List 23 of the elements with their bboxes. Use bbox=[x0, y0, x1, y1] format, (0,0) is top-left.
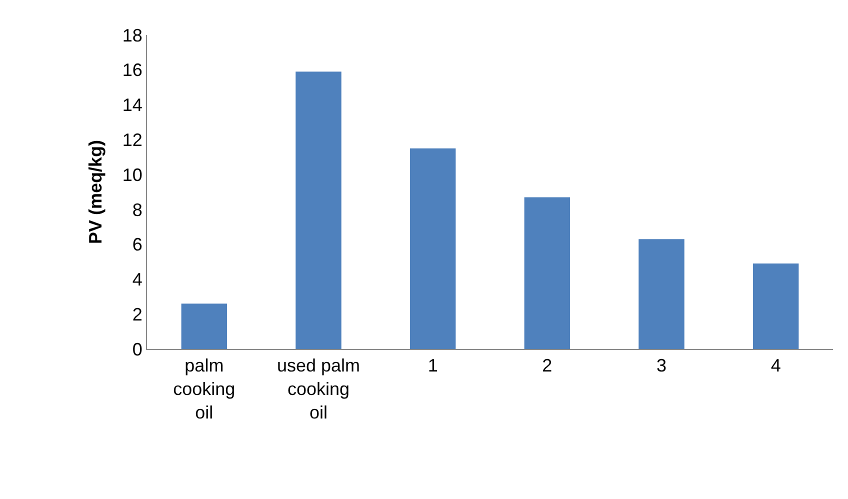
x-tick-label: palm cooking oil bbox=[173, 356, 236, 422]
bar bbox=[752, 264, 799, 349]
bar bbox=[410, 148, 456, 349]
y-tick-label: 18 bbox=[122, 25, 142, 46]
y-tick-label: 2 bbox=[132, 304, 142, 324]
bar bbox=[638, 239, 684, 349]
y-tick-label: 12 bbox=[122, 130, 142, 150]
bar bbox=[296, 72, 342, 349]
y-tick-label: 8 bbox=[132, 200, 142, 220]
y-tick-label: 6 bbox=[132, 234, 142, 255]
y-tick-label: 10 bbox=[122, 164, 142, 185]
y-tick-label: 0 bbox=[132, 339, 142, 360]
y-tick-label: 16 bbox=[122, 60, 142, 80]
x-tick-label: used palm cooking oil bbox=[276, 356, 360, 422]
y-tick-label: 4 bbox=[132, 270, 142, 290]
y-axis-title: PV (meq/kg) bbox=[86, 140, 106, 244]
bar bbox=[524, 197, 570, 349]
y-tick-label: 14 bbox=[122, 95, 142, 116]
x-tick-label: 1 bbox=[428, 356, 438, 376]
x-tick-label: 3 bbox=[656, 356, 667, 376]
x-tick-label: 2 bbox=[542, 356, 552, 376]
bar bbox=[181, 304, 228, 349]
x-tick-label: 4 bbox=[770, 356, 781, 376]
